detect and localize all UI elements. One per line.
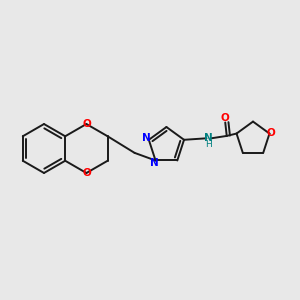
Text: H: H <box>206 140 212 149</box>
Text: O: O <box>82 168 91 178</box>
Text: N: N <box>204 133 213 143</box>
Text: N: N <box>150 158 158 168</box>
Text: O: O <box>82 119 91 129</box>
Text: N: N <box>142 133 151 143</box>
Text: O: O <box>267 128 275 138</box>
Text: O: O <box>221 113 230 123</box>
